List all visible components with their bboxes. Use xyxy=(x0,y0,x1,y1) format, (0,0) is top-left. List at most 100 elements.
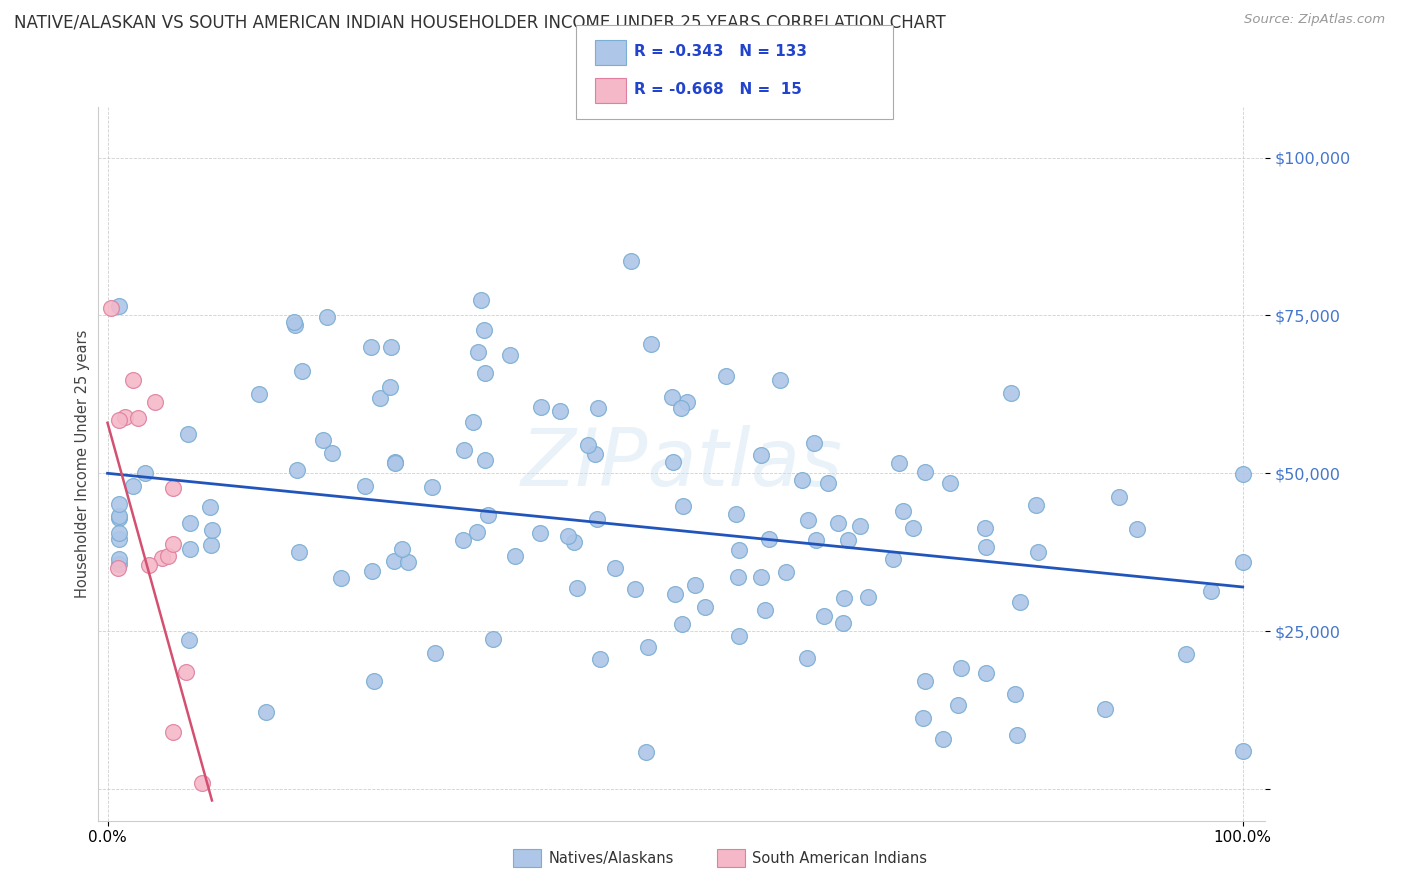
Point xyxy=(283,315,305,329)
Point xyxy=(725,507,748,521)
Point xyxy=(583,448,606,462)
Point xyxy=(529,525,551,540)
Text: Source: ZipAtlas.com: Source: ZipAtlas.com xyxy=(1244,13,1385,27)
Point xyxy=(754,603,776,617)
Point xyxy=(557,529,579,543)
Point xyxy=(380,340,402,354)
Point xyxy=(191,776,214,790)
Point xyxy=(179,516,201,530)
Point xyxy=(177,426,200,441)
Point xyxy=(360,340,382,354)
Point xyxy=(396,555,419,569)
Point xyxy=(548,404,571,418)
Point xyxy=(634,745,657,759)
Point xyxy=(664,587,686,601)
Point xyxy=(790,473,813,487)
Point xyxy=(474,323,496,337)
Point xyxy=(530,400,553,414)
Point xyxy=(693,600,716,615)
Point xyxy=(423,646,446,660)
Point xyxy=(567,581,589,595)
Point xyxy=(108,508,131,523)
Point xyxy=(354,479,377,493)
Point xyxy=(108,557,131,571)
Point xyxy=(832,591,855,606)
Point xyxy=(156,549,179,563)
Point xyxy=(503,549,526,564)
Point xyxy=(1004,688,1026,702)
Point xyxy=(1125,522,1147,536)
Point xyxy=(768,373,790,387)
Point xyxy=(891,503,914,517)
Text: South American Indians: South American Indians xyxy=(752,851,927,865)
Point xyxy=(671,617,693,632)
Point xyxy=(1025,498,1047,512)
Point xyxy=(108,525,131,540)
Point xyxy=(100,301,122,315)
Point xyxy=(162,537,184,551)
Point xyxy=(461,415,484,429)
Point xyxy=(1232,555,1254,569)
Point xyxy=(973,521,995,535)
Point xyxy=(162,724,184,739)
Point xyxy=(384,455,406,469)
Point xyxy=(837,533,859,547)
Point xyxy=(481,632,503,647)
Point xyxy=(727,570,749,584)
Point xyxy=(813,608,835,623)
Point xyxy=(1199,584,1222,599)
Point xyxy=(882,551,904,566)
Text: NATIVE/ALASKAN VS SOUTH AMERICAN INDIAN HOUSEHOLDER INCOME UNDER 25 YEARS CORREL: NATIVE/ALASKAN VS SOUTH AMERICAN INDIAN … xyxy=(14,13,946,31)
Point xyxy=(1008,595,1031,609)
Point xyxy=(122,373,145,387)
Point xyxy=(108,533,131,547)
Point xyxy=(177,633,200,648)
Point xyxy=(420,480,443,494)
Point xyxy=(287,544,309,558)
Point xyxy=(669,401,692,416)
Text: R = -0.668   N =  15: R = -0.668 N = 15 xyxy=(634,82,801,96)
Point xyxy=(1026,544,1049,558)
Point xyxy=(312,433,335,447)
Point xyxy=(938,476,960,491)
Point xyxy=(974,540,997,554)
Point xyxy=(498,348,520,362)
Point xyxy=(817,476,839,491)
Point xyxy=(107,560,129,574)
Point xyxy=(914,466,936,480)
Text: Natives/Alaskans: Natives/Alaskans xyxy=(548,851,673,865)
Point xyxy=(797,513,820,527)
Point xyxy=(291,364,314,378)
Point xyxy=(108,413,131,427)
Point xyxy=(675,394,697,409)
Point xyxy=(330,571,353,585)
Point xyxy=(254,705,277,719)
Point xyxy=(174,665,197,680)
Point xyxy=(467,344,489,359)
Point xyxy=(950,661,973,675)
Point xyxy=(661,391,683,405)
Point xyxy=(150,550,173,565)
Point xyxy=(384,554,406,568)
Point xyxy=(179,542,201,557)
Point xyxy=(477,508,499,522)
Point xyxy=(453,533,475,547)
Point xyxy=(637,640,659,654)
Point xyxy=(931,732,953,747)
Point xyxy=(470,293,492,308)
Point xyxy=(758,532,780,546)
Point xyxy=(134,466,156,480)
Point xyxy=(465,524,488,539)
Point xyxy=(138,558,160,572)
Point xyxy=(640,336,662,351)
Point xyxy=(1232,744,1254,758)
Y-axis label: Householder Income Under 25 years: Householder Income Under 25 years xyxy=(75,330,90,598)
Point xyxy=(589,652,612,666)
Point xyxy=(108,552,131,566)
Point xyxy=(143,395,166,409)
Text: ZIPatlas: ZIPatlas xyxy=(520,425,844,503)
Point xyxy=(121,479,143,493)
Text: R = -0.343   N = 133: R = -0.343 N = 133 xyxy=(634,45,807,59)
Point xyxy=(728,543,751,558)
Point xyxy=(316,310,339,324)
